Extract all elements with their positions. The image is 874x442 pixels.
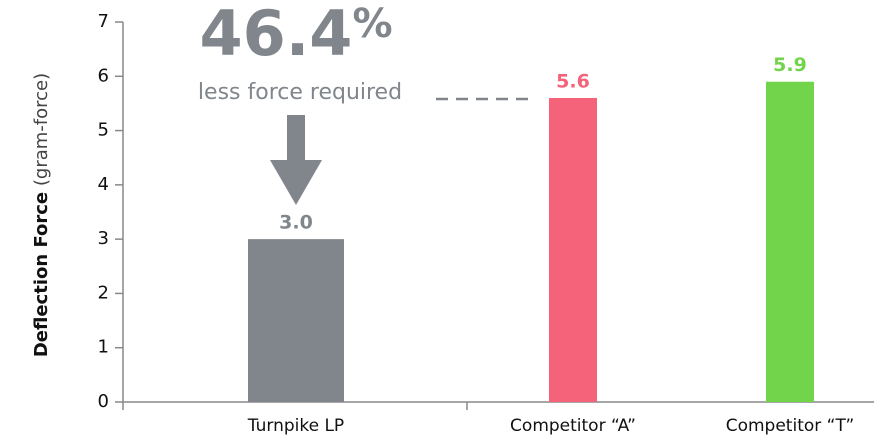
bar	[549, 98, 597, 402]
annotation-number: 46.4	[199, 0, 352, 70]
y-tick-label: 3	[98, 228, 109, 249]
x-tick-label: Turnpike LP	[247, 416, 344, 436]
bar	[766, 81, 814, 402]
bar	[248, 239, 344, 402]
x-tick-label: Competitor “T”	[726, 416, 855, 436]
y-tick-label: 7	[98, 11, 109, 32]
annotation: 46.4%	[199, 0, 392, 70]
y-tick-label: 0	[98, 391, 109, 412]
y-tick-label: 5	[98, 120, 109, 141]
y-tick-label: 6	[98, 65, 109, 86]
annotation-unit: %	[352, 1, 392, 47]
y-axis-label-main: Deflection Force	[31, 192, 52, 357]
y-axis-label: Deflection Force (gram-force)	[31, 73, 52, 357]
value-label: 5.9	[773, 54, 807, 76]
y-axis-label-unit: (gram-force)	[31, 73, 52, 186]
y-tick-label: 2	[98, 282, 109, 303]
arrow-head	[270, 160, 322, 205]
value-label: 3.0	[279, 212, 313, 234]
x-tick-label: Competitor “A”	[510, 416, 636, 436]
arrow-shaft	[287, 115, 305, 163]
value-label: 5.6	[556, 71, 590, 93]
y-tick-label: 4	[98, 174, 109, 195]
annotation-caption: less force required	[198, 80, 402, 105]
y-tick-label: 1	[98, 337, 109, 358]
